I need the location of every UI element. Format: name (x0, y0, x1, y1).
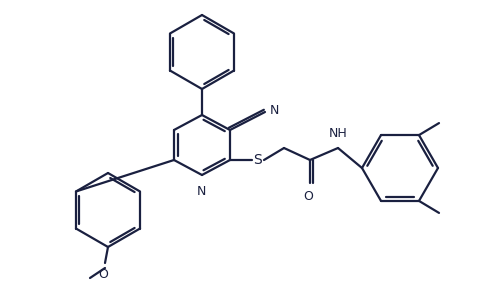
Text: NH: NH (329, 127, 348, 140)
Text: N: N (270, 103, 279, 116)
Text: N: N (196, 185, 206, 198)
Text: O: O (98, 268, 108, 281)
Text: S: S (253, 153, 262, 167)
Text: O: O (303, 190, 313, 203)
